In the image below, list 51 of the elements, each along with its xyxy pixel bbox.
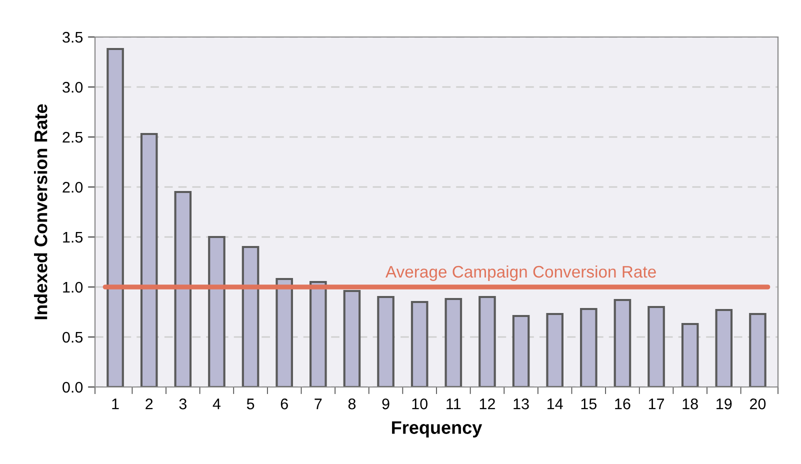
bar: [174, 190, 192, 387]
bar: [580, 308, 598, 387]
bar: [648, 306, 665, 387]
x-tick-label: 3: [179, 398, 186, 410]
bar: [377, 296, 394, 387]
bar: [546, 312, 564, 387]
bar: [343, 290, 361, 387]
bar: [614, 298, 632, 387]
x-tick-label: 20: [750, 398, 766, 410]
y-tick-label: 2.5: [62, 132, 83, 143]
x-tick-label: 12: [480, 398, 495, 410]
bar: [242, 246, 260, 387]
bar: [444, 298, 462, 387]
bar: [310, 280, 327, 387]
y-tick-label: 0.5: [62, 332, 83, 343]
bar: [208, 236, 226, 387]
y-tick-label: 1.0: [63, 282, 83, 293]
ref-line-label: Average Campaign Conversion Rate: [385, 265, 656, 281]
bar: [715, 308, 733, 387]
bar: [749, 312, 766, 387]
x-tick-label: 16: [615, 398, 630, 410]
x-tick-label: 2: [146, 398, 153, 410]
x-tick-label: 9: [382, 398, 390, 410]
x-tick-label: 13: [514, 398, 529, 410]
y-tick-label: 3.0: [62, 82, 83, 93]
x-tick-label: 19: [716, 398, 732, 410]
bar: [681, 322, 699, 387]
y-tick-label: 0.0: [62, 382, 83, 393]
x-tick-label: 7: [314, 398, 322, 410]
x-tick-label: 14: [548, 398, 563, 410]
y-tick-label: 2.0: [62, 182, 83, 193]
x-tick-label: 5: [246, 398, 254, 410]
x-tick-label: 4: [212, 398, 221, 410]
x-tick-label: 8: [348, 398, 356, 410]
y-tick-label: 1.5: [63, 232, 83, 243]
x-tick-label: 18: [682, 398, 698, 410]
bar: [478, 296, 496, 387]
x-tick-label: 1: [112, 398, 119, 410]
y-tick-label: 3.5: [62, 32, 83, 43]
bar: [276, 278, 293, 387]
bar: [512, 314, 530, 387]
x-tick-label: 6: [280, 398, 288, 410]
bar: [410, 300, 428, 387]
x-axis-title: Frequency: [392, 421, 482, 438]
x-tick-label: 17: [648, 398, 664, 410]
x-tick-label: 11: [446, 398, 461, 410]
x-tick-label: 10: [412, 398, 428, 410]
y-axis-title: Indexed Conversion Rate: [34, 104, 48, 320]
bar: [140, 132, 158, 387]
x-tick-label: 15: [581, 398, 597, 410]
bar: [106, 48, 124, 387]
